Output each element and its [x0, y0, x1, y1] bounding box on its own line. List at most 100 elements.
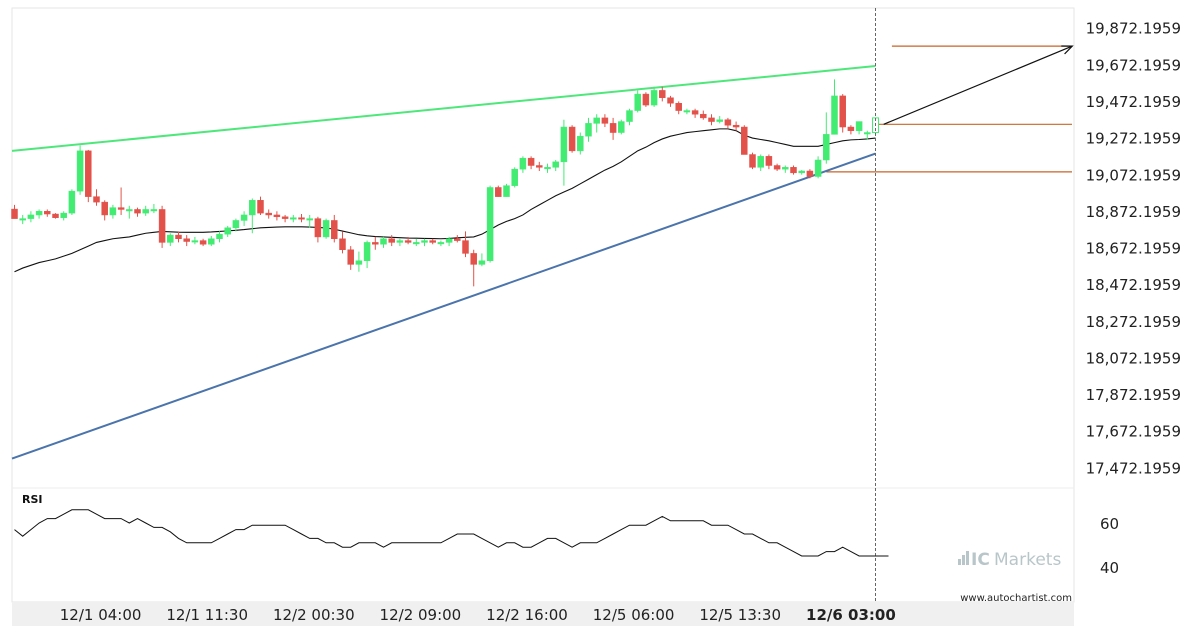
candle-body — [265, 212, 272, 216]
candle-93 — [773, 163, 781, 171]
candle-60 — [503, 183, 510, 197]
arrow-head — [1061, 45, 1074, 55]
candle-70 — [585, 117, 592, 142]
candle-body — [322, 220, 330, 238]
candle-body — [19, 218, 26, 221]
candle-body — [691, 110, 699, 115]
candle-body — [782, 167, 789, 170]
candle-body — [126, 209, 133, 212]
brand-logo: IC Markets — [958, 550, 1061, 570]
candle-body — [240, 214, 248, 221]
candlesticks — [11, 79, 879, 287]
x-axis-band — [12, 602, 1074, 626]
candle-62 — [519, 156, 527, 173]
candle-body — [298, 217, 305, 220]
candle-body — [191, 240, 199, 243]
candle-81 — [675, 101, 682, 115]
candle-9 — [85, 149, 92, 203]
candle-54 — [454, 235, 461, 243]
candle-58 — [486, 185, 494, 263]
candle-body — [257, 200, 264, 214]
candle-30 — [257, 196, 264, 215]
time-tick-label: 12/6 03:00 — [806, 606, 896, 624]
candle-86 — [716, 116, 723, 124]
candle-95 — [790, 165, 797, 175]
candle-41 — [347, 246, 354, 270]
rsi-panel: RSI 60 40 — [14, 493, 1119, 577]
candle-body — [609, 123, 617, 133]
price-tick-label: 17,872.1959 — [1086, 386, 1181, 404]
candle-10 — [93, 189, 100, 206]
candle-body — [470, 253, 477, 265]
candle-31 — [265, 209, 272, 219]
candle-body — [462, 240, 469, 254]
candle-body — [421, 240, 428, 243]
candle-78 — [650, 86, 658, 107]
candle-56 — [470, 249, 477, 287]
candle-89 — [741, 125, 748, 155]
candle-5 — [52, 213, 59, 219]
candle-29 — [249, 198, 256, 234]
candle-body — [831, 95, 838, 135]
candle-body — [363, 242, 371, 261]
candle-61 — [511, 167, 518, 188]
triangle-pattern — [11, 65, 876, 460]
candle-body — [478, 260, 486, 265]
candle-body — [232, 220, 240, 229]
candle-98 — [814, 156, 822, 179]
candle-body — [495, 187, 502, 197]
candle-body — [35, 211, 43, 216]
candle-91 — [757, 154, 764, 171]
candle-body — [536, 165, 543, 168]
candle-69 — [577, 132, 584, 155]
candle-32 — [273, 211, 281, 221]
candle-87 — [724, 117, 732, 129]
candle-55 — [462, 231, 469, 258]
candle-body — [757, 156, 764, 168]
candle-body — [765, 156, 773, 166]
candle-body — [429, 240, 436, 243]
candle-body — [331, 220, 338, 240]
price-tick-label: 18,872.1959 — [1086, 203, 1181, 221]
candle-body — [864, 132, 871, 135]
candle-body — [749, 154, 756, 168]
time-tick-label: 12/2 16:00 — [486, 606, 568, 624]
candle-23 — [199, 238, 207, 247]
candle-43 — [363, 240, 371, 269]
moving-average — [14, 128, 876, 273]
candle-body — [716, 119, 723, 122]
candle-body — [527, 157, 535, 166]
candle-body — [601, 117, 609, 124]
price-tick-label: 19,672.1959 — [1086, 56, 1181, 74]
candle-body — [68, 190, 76, 214]
candle-body — [593, 117, 600, 124]
lower-trendline — [11, 152, 876, 460]
brand-ic: IC — [971, 550, 990, 570]
candle-body — [847, 126, 855, 131]
candle-body — [347, 249, 354, 265]
candle-body — [175, 234, 182, 240]
candle-74 — [618, 119, 625, 135]
candle-8 — [76, 145, 84, 195]
candle-27 — [232, 218, 240, 232]
time-axis: 12/1 04:00 12/1 11:30 12/2 00:30 12/2 09:00… — [60, 606, 896, 624]
candle-94 — [782, 165, 789, 173]
candle-79 — [659, 86, 666, 102]
price-tick-label: 18,272.1959 — [1086, 313, 1181, 331]
candle-body — [27, 214, 35, 219]
candle-57 — [478, 253, 486, 267]
candle-103 — [855, 121, 863, 135]
candle-90 — [749, 152, 756, 170]
candle-36 — [306, 214, 313, 228]
candle-14 — [126, 205, 133, 219]
candle-body — [76, 150, 84, 192]
candle-104 — [864, 130, 871, 140]
horizontal-levels — [826, 45, 1072, 173]
candle-44 — [372, 236, 379, 250]
arrow-shaft — [883, 45, 1073, 125]
candle-82 — [683, 108, 691, 115]
candle-84 — [700, 110, 707, 120]
candle-body — [413, 242, 420, 245]
